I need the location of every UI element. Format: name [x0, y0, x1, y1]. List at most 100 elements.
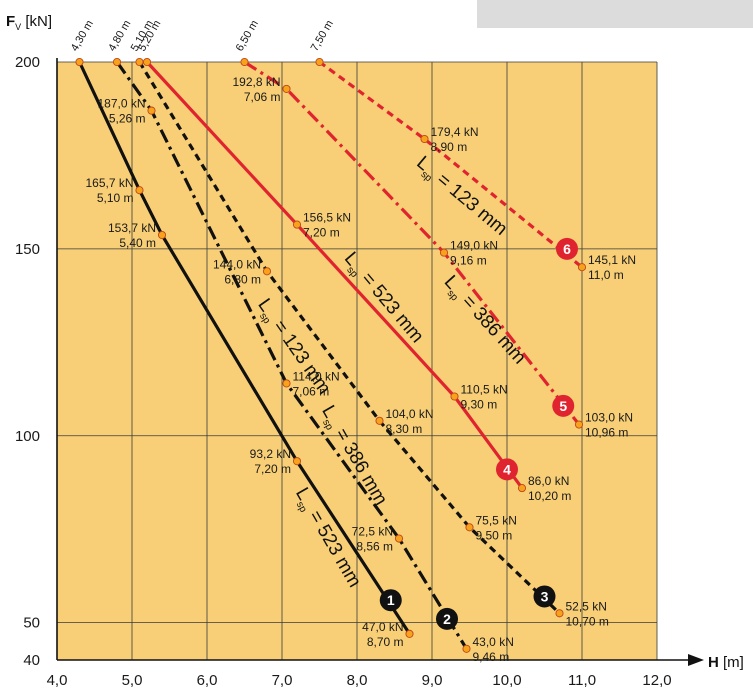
top-label: 6,50 m: [234, 18, 261, 53]
point-label-kn: 86,0 kN: [528, 474, 569, 488]
data-point: [142, 57, 152, 67]
point-label-m: 5,10 m: [97, 191, 134, 205]
data-point: [394, 534, 404, 543]
axes: FV [kN] H [m]: [6, 13, 744, 671]
tick-labels: 4,0 5,0 6,0 7,0 8,0 9,0 10,0 11,0 12,0 40 50 100 150…: [15, 54, 672, 689]
series-line-4: [145, 60, 524, 490]
point-label-m: 10,20 m: [528, 489, 571, 503]
data-point: [112, 57, 122, 67]
data-point: [450, 392, 459, 401]
x-tick-label: 4,0: [47, 672, 68, 689]
x-tick-label: 10,0: [492, 672, 521, 689]
marker-badge-label: 3: [541, 588, 549, 604]
data-point: [135, 186, 144, 195]
point-label-kn: 43,0 kN: [473, 635, 514, 649]
point-label-m: 9,50 m: [476, 528, 513, 542]
y-tick-label: 100: [15, 428, 40, 445]
top-label: 7,50 m: [309, 18, 336, 53]
y-tick-label: 200: [15, 54, 40, 71]
marker-badge-5: [552, 394, 575, 417]
point-label-kn: 145,1 kN: [588, 253, 636, 267]
point-label-m: 8,70 m: [367, 635, 404, 649]
point-label-kn: 192,8 kN: [232, 75, 280, 89]
y-tick-label: 50: [23, 615, 40, 632]
x-tick-label: 5,0: [122, 672, 143, 689]
x-axis-title: H [m]: [708, 654, 744, 671]
point-label-m: 7,06 m: [244, 90, 281, 104]
top-right-gray-bar: [477, 0, 753, 28]
y-axis-title: FV [kN]: [6, 13, 52, 32]
marker-badge-2: [436, 607, 458, 630]
point-label-kn: 179,4 kN: [431, 125, 479, 139]
point-label-m: 7,20 m: [254, 462, 291, 476]
data-point: [405, 629, 414, 638]
point-label-m: 8,90 m: [431, 140, 468, 154]
data-point: [465, 523, 474, 532]
x-tick-label: 8,0: [347, 672, 368, 689]
marker-badge-label: 2: [443, 611, 451, 627]
marker-badge-3: [533, 585, 556, 608]
data-point: [282, 379, 291, 388]
marker-badge-4: [496, 458, 518, 481]
marker-badges: 1 2 3 4 5 6: [379, 237, 578, 630]
data-point: [262, 267, 272, 276]
marker-badge-6: [556, 237, 578, 260]
data-point: [420, 134, 429, 144]
data-point: [462, 644, 471, 653]
point-label-kn: 103,0 kN: [585, 411, 633, 425]
data-point: [292, 220, 302, 229]
data-point: [555, 609, 564, 618]
data-point: [577, 263, 587, 272]
x-tick-label: 12,0: [642, 672, 671, 689]
marker-badge-label: 4: [503, 461, 511, 477]
point-label-m: 7,20 m: [303, 226, 340, 240]
point-label-kn: 165,7 kN: [85, 176, 133, 190]
data-point: [517, 484, 527, 493]
data-point: [157, 230, 167, 240]
y-tick-label: 150: [15, 241, 40, 258]
point-label-kn: 187,0 kN: [97, 97, 145, 111]
point-label-m: 10,70 m: [566, 614, 609, 628]
point-label-kn: 153,7 kN: [108, 221, 156, 235]
point-label-kn: 93,2 kN: [250, 447, 291, 461]
data-point: [75, 57, 84, 67]
marker-badge-label: 6: [563, 241, 571, 257]
x-tick-label: 7,0: [272, 672, 293, 689]
y-tick-label: 40: [23, 652, 40, 669]
data-point: [135, 57, 144, 67]
data-point: [574, 420, 584, 429]
grid: [57, 61, 658, 660]
data-point: [292, 457, 302, 466]
data-points: [75, 57, 587, 653]
point-label-kn: 104,0 kN: [386, 407, 434, 421]
data-point: [375, 416, 384, 425]
top-label: 4,30 m: [69, 18, 96, 53]
data-point: [147, 106, 156, 115]
point-label-kn: 114,0 kN: [293, 369, 340, 383]
point-label-m: 9,30 m: [461, 398, 498, 412]
point-label-kn: 149,0 kN: [450, 239, 498, 253]
point-label-m: 8,30 m: [386, 422, 423, 436]
top-labels: 4,30 m 4,80 m5,10 m5,20 m 6,50 m 7,50 m: [69, 18, 336, 53]
marker-badge-label: 5: [559, 398, 567, 414]
marker-badge-label: 1: [387, 592, 395, 608]
marker-badge-1: [379, 589, 402, 612]
point-label-m: 6,80 m: [224, 272, 261, 286]
point-label-m: 5,40 m: [119, 236, 156, 250]
point-label-kn: 156,5 kN: [303, 211, 351, 225]
data-point: [240, 57, 249, 67]
point-label-m: 9,16 m: [450, 254, 487, 268]
point-label-m: 8,56 m: [356, 540, 393, 554]
point-label-m: 7,06 m: [293, 384, 330, 398]
point-label-m: 9,46 m: [473, 650, 510, 664]
series-line-6: [318, 60, 584, 269]
point-label-m: 11,0 m: [588, 268, 624, 282]
data-point: [439, 248, 449, 257]
x-tick-label: 11,0: [568, 672, 596, 689]
point-label-kn: 47,0 kN: [362, 620, 403, 634]
point-label-kn: 75,5 kN: [476, 513, 517, 527]
point-label-kn: 144,0 kN: [213, 257, 261, 271]
data-point: [282, 84, 291, 93]
x-axis-arrow: [688, 654, 704, 666]
